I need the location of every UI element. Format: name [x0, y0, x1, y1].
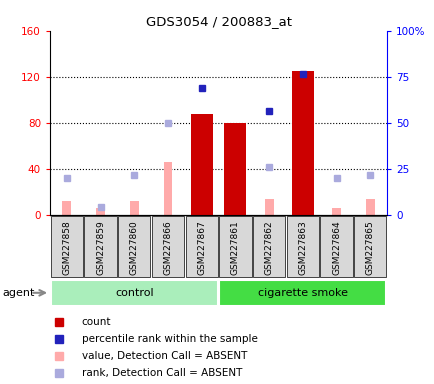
Text: GSM227863: GSM227863 — [298, 220, 307, 275]
FancyBboxPatch shape — [185, 216, 217, 277]
FancyBboxPatch shape — [353, 216, 385, 277]
Title: GDS3054 / 200883_at: GDS3054 / 200883_at — [145, 15, 291, 28]
Bar — [62, 201, 71, 215]
FancyBboxPatch shape — [320, 216, 352, 277]
Text: cigarette smoke: cigarette smoke — [257, 288, 347, 298]
Text: GSM227865: GSM227865 — [365, 220, 374, 275]
Text: count: count — [82, 317, 111, 327]
FancyBboxPatch shape — [51, 280, 217, 306]
FancyBboxPatch shape — [118, 216, 150, 277]
Text: GSM227864: GSM227864 — [331, 220, 340, 275]
Text: GSM227867: GSM227867 — [197, 220, 206, 275]
Bar — [365, 199, 374, 215]
Bar — [163, 162, 172, 215]
Bar — [191, 114, 212, 215]
FancyBboxPatch shape — [219, 216, 251, 277]
Bar — [224, 123, 246, 215]
Bar — [96, 208, 105, 215]
FancyBboxPatch shape — [253, 216, 285, 277]
FancyBboxPatch shape — [151, 216, 184, 277]
Text: GSM227866: GSM227866 — [163, 220, 172, 275]
Bar — [291, 71, 313, 215]
Text: value, Detection Call = ABSENT: value, Detection Call = ABSENT — [82, 351, 247, 361]
FancyBboxPatch shape — [84, 216, 116, 277]
Text: GSM227860: GSM227860 — [129, 220, 138, 275]
Text: GSM227859: GSM227859 — [96, 220, 105, 275]
Bar — [264, 199, 273, 215]
Text: rank, Detection Call = ABSENT: rank, Detection Call = ABSENT — [82, 368, 242, 378]
FancyBboxPatch shape — [286, 216, 318, 277]
FancyBboxPatch shape — [51, 216, 83, 277]
FancyBboxPatch shape — [219, 280, 385, 306]
Text: GSM227861: GSM227861 — [230, 220, 240, 275]
Text: agent: agent — [2, 288, 34, 298]
Text: control: control — [115, 288, 153, 298]
Bar — [130, 201, 138, 215]
Text: GSM227862: GSM227862 — [264, 220, 273, 275]
Text: GSM227858: GSM227858 — [62, 220, 71, 275]
Bar — [332, 208, 340, 215]
Text: percentile rank within the sample: percentile rank within the sample — [82, 334, 257, 344]
